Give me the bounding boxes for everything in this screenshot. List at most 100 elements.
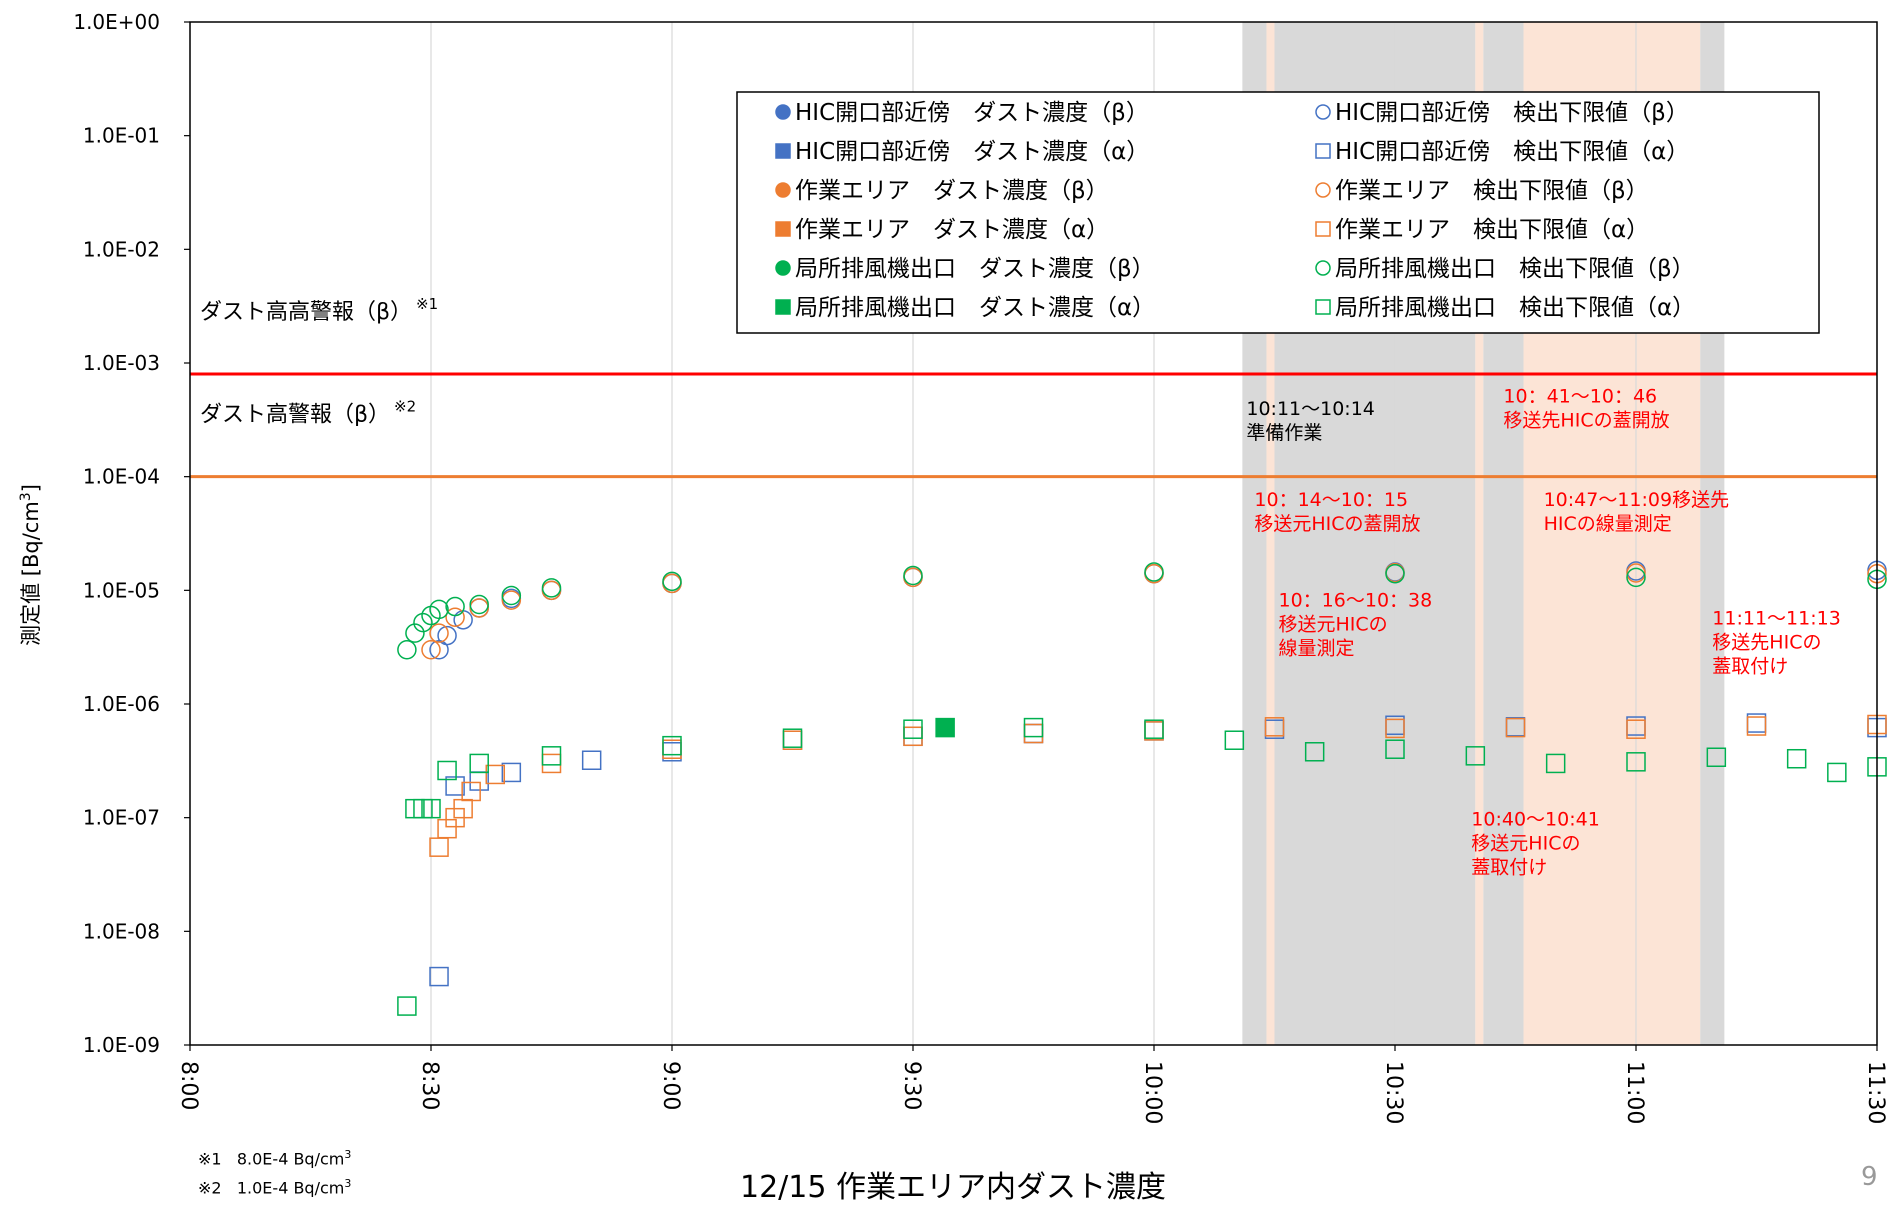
x-tick-label-3: 9:30 [899,1061,924,1110]
point-s11-2 [413,798,433,819]
point-s9-4 [429,599,449,620]
point-s11-20 [1827,762,1847,783]
point-s9-8 [541,578,562,598]
annotation-3: 10:47～11:09移送先 HICの線量測定 [1544,489,1730,535]
band-1 [1266,22,1275,1045]
y-axis-label-text: 測定値 [Bq/cm [19,501,43,646]
annotation-1: 10：41～10：46 移送先HICの蓋開放 [1503,385,1669,431]
point-s9-12 [1385,563,1405,584]
legend-label-6: 作業エリア ダスト濃度（α） [795,217,1109,243]
point-s3-8 [1023,723,1044,744]
annotation-6-line-2: 蓋取付け [1471,857,1547,879]
x-tick-label-1: 8:30 [417,1061,442,1110]
legend-label-8: 局所排風機出口 ダスト濃度（β） [795,256,1155,282]
y-tick-label-7: 1.0E-02 [83,237,160,261]
annotation-2-line-0: 10：14～10：15 [1254,489,1408,511]
point-s11-14 [1385,739,1405,759]
legend-marker-8 [775,260,791,276]
alarm-lines: ダスト高高警報（β） ※1 ダスト高警報（β） ※2 [190,295,1877,479]
y-tick-label-0: 1.0E-09 [83,1033,160,1057]
point-s5-1 [429,623,449,643]
point-s7-6 [541,753,562,774]
footnote-1-mark: ※1 [198,1149,222,1169]
point-s11-6 [541,746,562,766]
y-tick-label-4: 1.0E-05 [83,578,160,602]
footnote-1-value: 8.0E-4 Bq/cm [236,1149,345,1169]
point-s3-4 [581,750,602,770]
legend-marker-2 [775,143,791,159]
point-s11-9 [903,719,923,739]
point-s7-14 [1505,717,1526,738]
point-s11-7 [662,735,682,756]
legend-label-0: HIC開口部近傍 ダスト濃度（β） [795,100,1149,126]
point-s11-18 [1706,747,1727,768]
legend-label-1: HIC開口部近傍 検出下限値（β） [1335,100,1689,126]
point-s9-1 [405,623,425,643]
annotation-5: 11:11～11:13 移送先HICの蓋取付け [1712,608,1841,678]
point-s11-1 [405,798,425,819]
footnote-2-mark: ※2 [198,1178,222,1198]
x-tick-label-4: 10:00 [1140,1061,1165,1124]
legend-marker-4 [775,182,791,198]
point-s3-0 [429,966,449,987]
annotation-4-line-1: 移送元HICの [1279,614,1388,636]
alarm-label-1: ダスト高警報（β） ※2 [200,398,416,428]
point-s11-15 [1465,746,1486,766]
point-s9-13 [1626,567,1646,588]
legend-marker-11 [1315,299,1331,315]
annotation-4: 10：16～10：38 移送元HICの線量測定 [1279,590,1433,660]
point-s11-16 [1545,753,1566,774]
point-s7-12 [1264,717,1285,737]
annotation-1-line-0: 10：41～10：46 [1503,385,1657,407]
annotation-4-line-0: 10：16～10：38 [1279,590,1433,612]
legend-label-5: 作業エリア 検出下限値（β） [1335,178,1649,204]
x-tick-label-5: 10:30 [1381,1061,1406,1124]
annotation-6-line-0: 10:40～10:41 [1471,809,1600,831]
data-points [397,560,1887,1016]
point-s7-3 [453,798,473,819]
point-s11-8 [782,728,803,748]
point-s5-10 [1626,563,1646,583]
alarm-label-0: ダスト高高警報（β） ※1 [200,295,438,325]
y-axis-ticks: 1.0E-09 1.0E-08 1.0E-07 1.0E-06 1.0E-05 1.0E-… [73,10,190,1057]
legend-label-9: 局所排風機出口 検出下限値（β） [1335,256,1695,282]
alarm-label-text-0: ダスト高高警報（β） [200,300,412,325]
y-tick-label-3: 1.0E-06 [83,692,160,716]
x-axis-ticks: 8:00 8:30 9:00 9:30 10:00 10:30 11:00 11:30 [176,1045,1888,1124]
point-s1-0 [429,640,449,660]
point-s9-0 [397,640,417,660]
annotation-5-line-2: 蓋取付け [1712,656,1788,678]
point-s3-3 [501,762,522,783]
point-s11-0 [397,996,417,1016]
band-3 [1475,22,1484,1045]
annotation-4-line-2: 線量測定 [1279,638,1355,660]
point-s5-4 [501,590,522,610]
annotation-5-line-1: 移送先HICの [1712,632,1821,654]
point-s7-1 [437,818,457,839]
x-tick-label-2: 9:00 [658,1061,683,1110]
point-s9-10 [903,565,923,586]
point-s9-7 [501,585,522,606]
annotation-3-line-0: 10:47～11:09移送先 [1544,489,1730,511]
annotation-3-line-1: HICの線量測定 [1544,513,1672,535]
y-axis-label: 測定値 [Bq/cm3] [18,484,43,646]
point-s11-12 [1224,730,1245,750]
legend-marker-10 [775,299,791,315]
alarm-label-mark-0: ※1 [416,295,438,313]
point-s7-0 [429,837,449,857]
point-s7-16 [1746,716,1767,736]
annotation-0-line-1: 準備作業 [1246,422,1322,444]
y-tick-label-2: 1.0E-07 [83,806,160,830]
annotation-1-line-1: 移送先HICの蓋開放 [1503,409,1669,431]
y-tick-label-8: 1.0E-01 [83,124,160,148]
page-number: 9 [1861,1162,1878,1192]
point-s9-9 [662,571,682,592]
point-s11-5 [469,753,489,774]
point-s11-3 [421,798,441,819]
point-s11-4 [437,760,457,781]
y-axis-label-end: ] [19,484,43,492]
point-s9-2 [413,612,433,633]
point-s7-5 [485,764,506,785]
point-s11-17 [1626,752,1646,772]
legend-marker-5 [1315,182,1331,198]
